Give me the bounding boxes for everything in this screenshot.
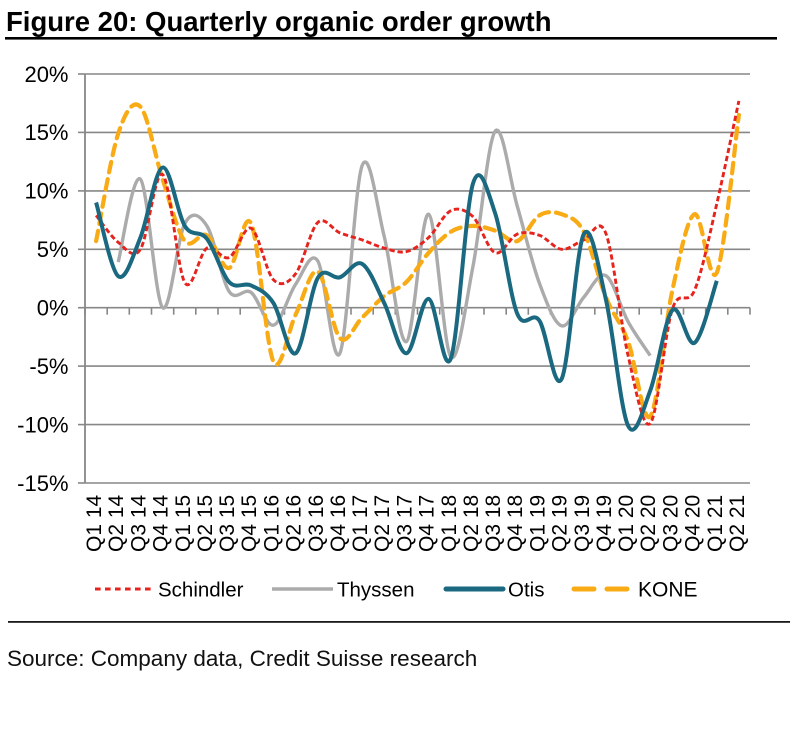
svg-text:Q3 14: Q3 14 — [127, 494, 150, 552]
svg-text:KONE: KONE — [638, 579, 698, 602]
svg-text:Q3 18: Q3 18 — [482, 495, 505, 552]
svg-text:15%: 15% — [24, 120, 68, 145]
svg-text:Q2 16: Q2 16 — [283, 495, 306, 552]
svg-text:Q2 19: Q2 19 — [549, 495, 572, 552]
svg-text:Q3 19: Q3 19 — [571, 495, 594, 552]
svg-text:Q3 16: Q3 16 — [305, 495, 328, 552]
svg-text:Q2 20: Q2 20 — [637, 495, 660, 552]
svg-text:Q3 17: Q3 17 — [393, 495, 416, 552]
svg-text:Q4 18: Q4 18 — [504, 495, 527, 552]
svg-text:Q1 21: Q1 21 — [704, 495, 727, 552]
svg-text:Q4 16: Q4 16 — [327, 495, 350, 552]
svg-text:Q2 14: Q2 14 — [105, 494, 128, 552]
svg-text:-10%: -10% — [17, 412, 68, 437]
svg-text:Q2 18: Q2 18 — [460, 495, 483, 552]
svg-text:Q4 17: Q4 17 — [416, 495, 439, 552]
svg-text:Q4 14: Q4 14 — [150, 494, 173, 552]
svg-text:5%: 5% — [37, 237, 69, 262]
svg-text:Q4 19: Q4 19 — [593, 495, 616, 552]
svg-text:Q2 15: Q2 15 — [194, 495, 217, 552]
svg-text:-15%: -15% — [17, 471, 68, 496]
svg-text:Source: Company data, Credit S: Source: Company data, Credit Suisse rese… — [7, 646, 477, 671]
svg-text:Otis: Otis — [508, 579, 544, 602]
svg-text:Q1 17: Q1 17 — [349, 495, 372, 552]
svg-text:Q4 20: Q4 20 — [682, 495, 705, 552]
svg-text:Q3 15: Q3 15 — [216, 495, 239, 552]
svg-text:-5%: -5% — [29, 354, 68, 379]
svg-text:Q1 19: Q1 19 — [526, 495, 549, 552]
svg-text:0%: 0% — [37, 296, 69, 321]
svg-text:Q1 15: Q1 15 — [172, 495, 195, 552]
svg-text:Schindler: Schindler — [158, 579, 244, 602]
svg-text:Q4 15: Q4 15 — [238, 495, 261, 552]
svg-text:Q1 16: Q1 16 — [260, 495, 283, 552]
svg-text:10%: 10% — [24, 179, 68, 204]
svg-text:Thyssen: Thyssen — [337, 579, 414, 602]
svg-text:Q1 14: Q1 14 — [83, 494, 106, 552]
svg-text:20%: 20% — [24, 62, 68, 87]
svg-text:Q2 21: Q2 21 — [726, 495, 749, 552]
svg-text:Q1 20: Q1 20 — [615, 495, 638, 552]
svg-text:Figure 20: Quarterly organic o: Figure 20: Quarterly organic order growt… — [6, 6, 552, 37]
svg-text:Q1 18: Q1 18 — [438, 495, 461, 552]
svg-text:Q2 17: Q2 17 — [371, 495, 394, 552]
svg-text:Q3 20: Q3 20 — [659, 495, 682, 552]
